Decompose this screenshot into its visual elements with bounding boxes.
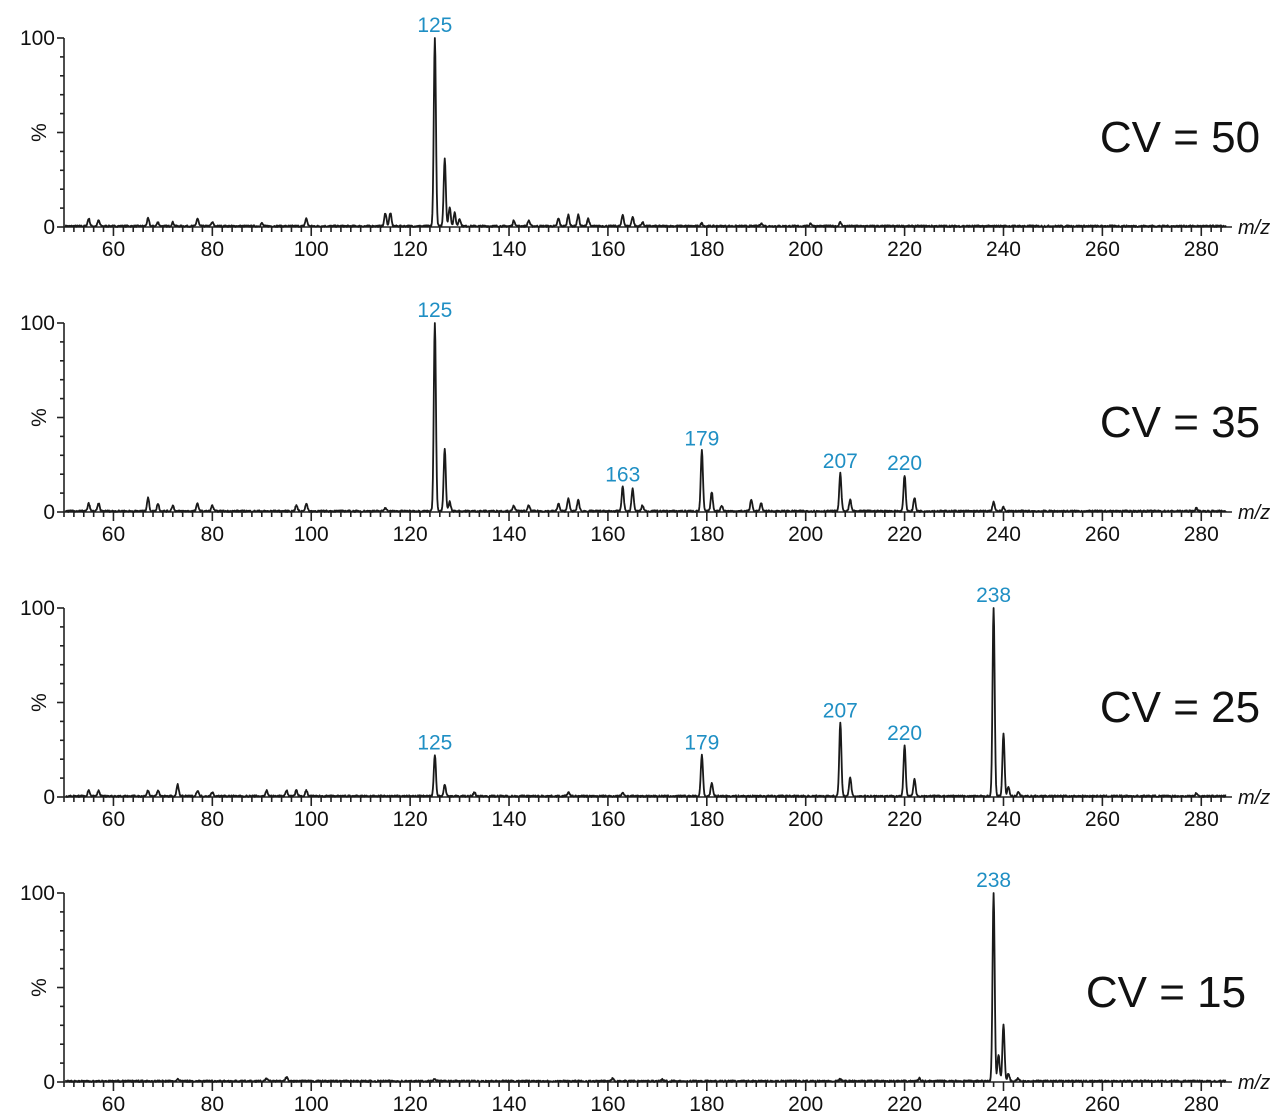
x-tick-label: 240 — [986, 238, 1021, 261]
x-tick-label: 100 — [294, 238, 329, 261]
x-tick-label: 160 — [590, 1093, 625, 1116]
peak-label: 125 — [417, 299, 452, 322]
x-tick-label: 120 — [393, 808, 428, 831]
x-tick-label: 160 — [590, 238, 625, 261]
x-tick-label: 200 — [788, 523, 823, 546]
spectrum-panel-4: 0 100% 60 80 100 120 140 160 180 200 220 240 260 280 m… — [20, 869, 1270, 1116]
x-tick-label: 240 — [986, 523, 1021, 546]
x-tick-label: 80 — [201, 523, 224, 546]
x-tick-label: 60 — [102, 523, 125, 546]
x-tick-label: 80 — [201, 808, 224, 831]
y-axis-label: % — [28, 123, 51, 142]
x-tick-label: 200 — [788, 1093, 823, 1116]
x-tick-label: 280 — [1184, 523, 1219, 546]
x-tick-label: 280 — [1184, 238, 1219, 261]
cv-label: CV = 35 — [1100, 398, 1260, 447]
spectrum-panel-3: 0 100% 60 80 100 120 140 160 180 200 220 240 260 280 m… — [20, 584, 1270, 831]
x-tick-label: 160 — [590, 523, 625, 546]
x-tick-label: 240 — [986, 808, 1021, 831]
x-tick-label: 180 — [689, 238, 724, 261]
x-tick-label: 260 — [1085, 523, 1120, 546]
x-tick-label: 60 — [102, 808, 125, 831]
x-tick-label: 260 — [1085, 238, 1120, 261]
x-tick-label: 200 — [788, 808, 823, 831]
y-tick-label: 100 — [20, 882, 55, 905]
x-tick-label: 220 — [887, 238, 922, 261]
peak-label: 238 — [976, 584, 1011, 607]
spectrum-panel-2: 0 100% 60 80 100 120 140 160 180 200 220 240 260 280 m… — [20, 299, 1270, 546]
x-tick-label: 160 — [590, 808, 625, 831]
y-tick-label: 0 — [43, 501, 55, 524]
x-tick-label: 120 — [393, 1093, 428, 1116]
x-axis-label: m/z — [1238, 217, 1270, 239]
x-tick-label: 100 — [294, 808, 329, 831]
x-tick-label: 80 — [201, 1093, 224, 1116]
peak-label: 207 — [823, 450, 858, 473]
x-tick-label: 180 — [689, 523, 724, 546]
spectrum-trace — [64, 892, 1227, 1083]
y-axis-label: % — [28, 978, 51, 997]
peak-label: 238 — [976, 869, 1011, 892]
y-tick-label: 0 — [43, 216, 55, 239]
x-tick-label: 240 — [986, 1093, 1021, 1116]
spectrum-trace — [65, 607, 1227, 798]
x-tick-label: 60 — [102, 238, 125, 261]
x-tick-label: 100 — [294, 1093, 329, 1116]
x-tick-label: 120 — [393, 523, 428, 546]
y-tick-label: 0 — [43, 786, 55, 809]
x-axis-label: m/z — [1238, 502, 1270, 524]
x-tick-label: 200 — [788, 238, 823, 261]
x-tick-label: 140 — [491, 808, 526, 831]
cv-label: CV = 25 — [1100, 683, 1260, 732]
x-axis-label: m/z — [1238, 787, 1270, 809]
x-tick-label: 120 — [393, 238, 428, 261]
peak-label: 125 — [417, 731, 452, 754]
peak-label: 125 — [417, 14, 452, 37]
x-tick-label: 180 — [689, 1093, 724, 1116]
y-tick-label: 100 — [20, 27, 55, 50]
y-axis-label: % — [28, 408, 51, 427]
peak-label: 163 — [605, 463, 640, 486]
x-tick-label: 280 — [1184, 1093, 1219, 1116]
peak-label: 220 — [887, 722, 922, 745]
spectrum-panel-1: 0 100% 60 80 100 120 140 160 180 200 220 240 260 280 m… — [20, 14, 1270, 261]
spectrum-trace — [64, 37, 1227, 228]
x-tick-label: 60 — [102, 1093, 125, 1116]
y-tick-label: 100 — [20, 597, 55, 620]
x-tick-label: 80 — [201, 238, 224, 261]
peak-label: 220 — [887, 452, 922, 475]
x-tick-label: 260 — [1085, 808, 1120, 831]
x-axis-label: m/z — [1238, 1072, 1270, 1094]
cv-label: CV = 50 — [1100, 113, 1260, 162]
y-tick-label: 0 — [43, 1071, 55, 1094]
x-tick-label: 140 — [491, 238, 526, 261]
x-tick-label: 140 — [491, 523, 526, 546]
x-tick-label: 180 — [689, 808, 724, 831]
x-tick-label: 260 — [1085, 1093, 1120, 1116]
peak-label: 179 — [684, 428, 719, 451]
y-axis-label: % — [28, 693, 51, 712]
x-tick-label: 220 — [887, 523, 922, 546]
x-tick-label: 140 — [491, 1093, 526, 1116]
cv-label: CV = 15 — [1086, 968, 1246, 1017]
y-tick-label: 100 — [20, 312, 55, 335]
x-tick-label: 220 — [887, 808, 922, 831]
peak-label: 179 — [684, 731, 719, 754]
x-tick-label: 220 — [887, 1093, 922, 1116]
spectrum-trace — [64, 322, 1227, 513]
peak-label: 207 — [823, 699, 858, 722]
x-tick-label: 100 — [294, 523, 329, 546]
x-tick-label: 280 — [1184, 808, 1219, 831]
